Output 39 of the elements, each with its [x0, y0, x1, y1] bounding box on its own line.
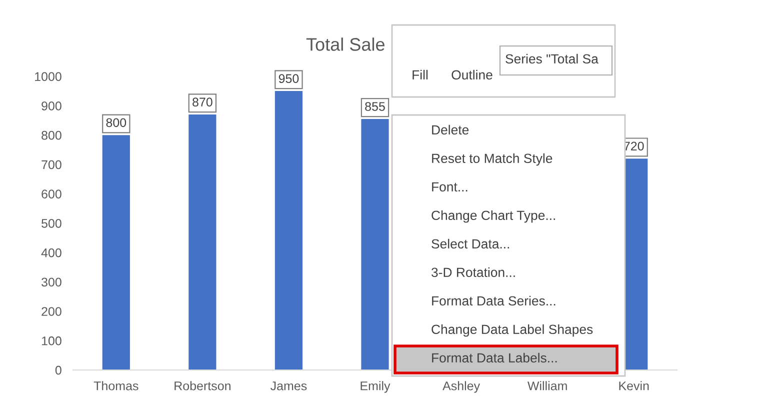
annotation: Format Data Series... — [432, 296, 556, 306]
bar — [274, 91, 303, 370]
annotation: Change Data Label Shapes — [432, 324, 593, 337]
x-tick-label: Emily — [360, 381, 390, 393]
data-label: 800 — [106, 118, 126, 128]
y-tick-label: 300 — [42, 278, 62, 287]
annotation: 3-D Rotation... — [432, 267, 515, 278]
y-tick-label: 600 — [42, 190, 62, 198]
annotation: Fill — [412, 70, 428, 80]
y-tick-label: 1000 — [35, 72, 62, 82]
annotation: Select Data... — [432, 238, 509, 249]
data-label: 720 — [624, 142, 644, 151]
y-tick-label: 700 — [42, 160, 62, 170]
annotation: Outline — [452, 70, 492, 80]
y-tick-label: 800 — [42, 130, 62, 140]
x-tick-label: Thomas — [94, 381, 138, 390]
data-label: 855 — [365, 102, 385, 111]
annotation: Series "Total Sa — [506, 54, 598, 64]
x-tick-label: William — [527, 381, 567, 390]
x-tick-label: James — [270, 382, 307, 390]
y-tick-label: 100 — [42, 336, 62, 346]
bar — [102, 135, 130, 370]
y-tick-label: 400 — [41, 248, 62, 258]
x-tick-label: Ashley — [442, 381, 480, 393]
annotation: Reset to Match Style — [432, 153, 552, 166]
y-tick-label: 0 — [55, 366, 62, 375]
y-tick-label: 200 — [42, 307, 62, 316]
y-tick-label: 500 — [42, 218, 62, 228]
annotation: Change Chart Type... — [432, 210, 555, 223]
annotation: Format Data Labels... — [432, 352, 557, 363]
data-label: 950 — [278, 74, 299, 84]
annotation: Font... — [432, 182, 468, 192]
y-tick-label: 900 — [42, 102, 62, 110]
x-tick-label: Robertson — [174, 381, 230, 390]
x-tick-label: Kevin — [619, 381, 649, 390]
annotation: Delete — [432, 124, 469, 135]
bar — [188, 114, 216, 370]
data-label: 870 — [192, 98, 212, 107]
chart-title: Total Sale — [306, 38, 384, 51]
